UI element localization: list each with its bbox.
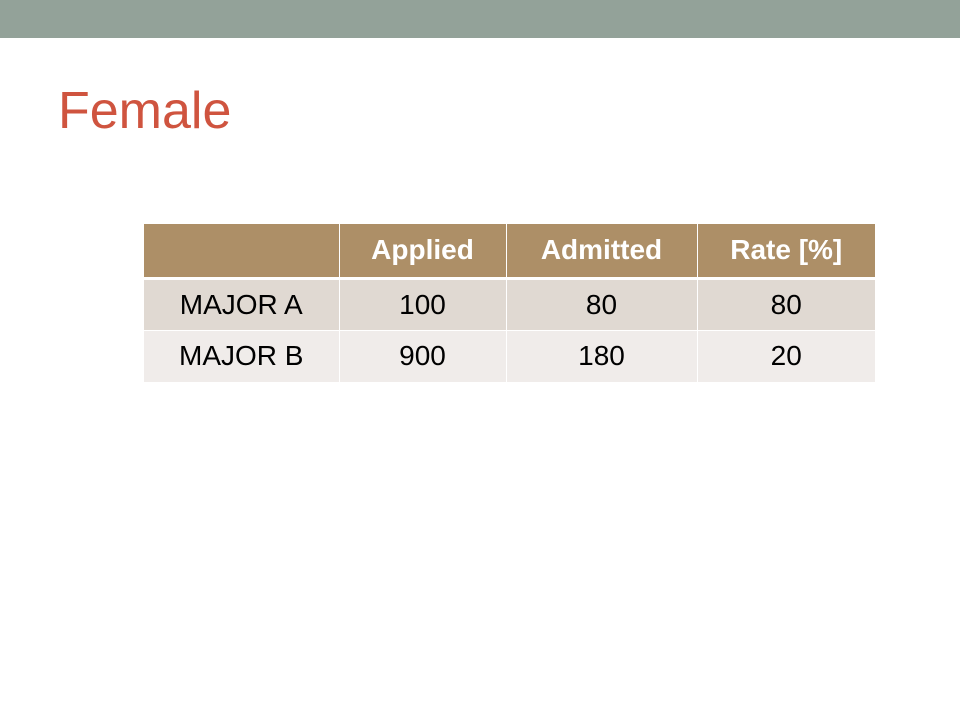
header-cell-applied: Applied	[338, 224, 506, 280]
row-label-cell: MAJOR B	[144, 329, 339, 382]
rate-cell: 80	[696, 278, 875, 330]
rate-cell: 20	[696, 329, 875, 382]
row-label-cell: MAJOR A	[144, 278, 339, 330]
table-row: MAJOR B 900 180 20	[144, 329, 875, 382]
admitted-cell: 80	[505, 278, 697, 330]
table-header-row: Applied Admitted Rate [%]	[144, 224, 875, 280]
top-accent-bar	[0, 0, 960, 38]
header-cell-rate: Rate [%]	[696, 224, 875, 280]
header-cell-empty	[144, 224, 339, 280]
table-row: MAJOR A 100 80 80	[144, 278, 875, 330]
applied-cell: 100	[338, 278, 506, 330]
admitted-cell: 180	[505, 329, 697, 382]
slide-title: Female	[58, 82, 232, 140]
applied-cell: 900	[338, 329, 506, 382]
header-cell-admitted: Admitted	[505, 224, 697, 280]
admissions-table: Applied Admitted Rate [%] MAJOR A 100 80…	[144, 224, 875, 382]
